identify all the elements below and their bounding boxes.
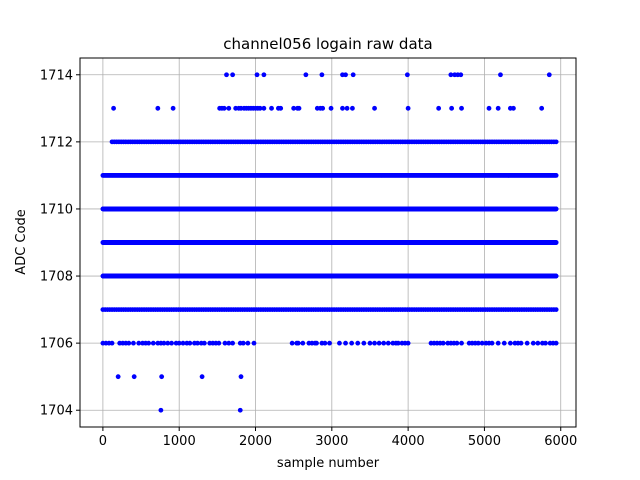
- data-points: [100, 72, 559, 413]
- data-point: [553, 206, 559, 212]
- data-point: [553, 307, 559, 312]
- data-point: [553, 240, 559, 245]
- data-point: [553, 273, 559, 279]
